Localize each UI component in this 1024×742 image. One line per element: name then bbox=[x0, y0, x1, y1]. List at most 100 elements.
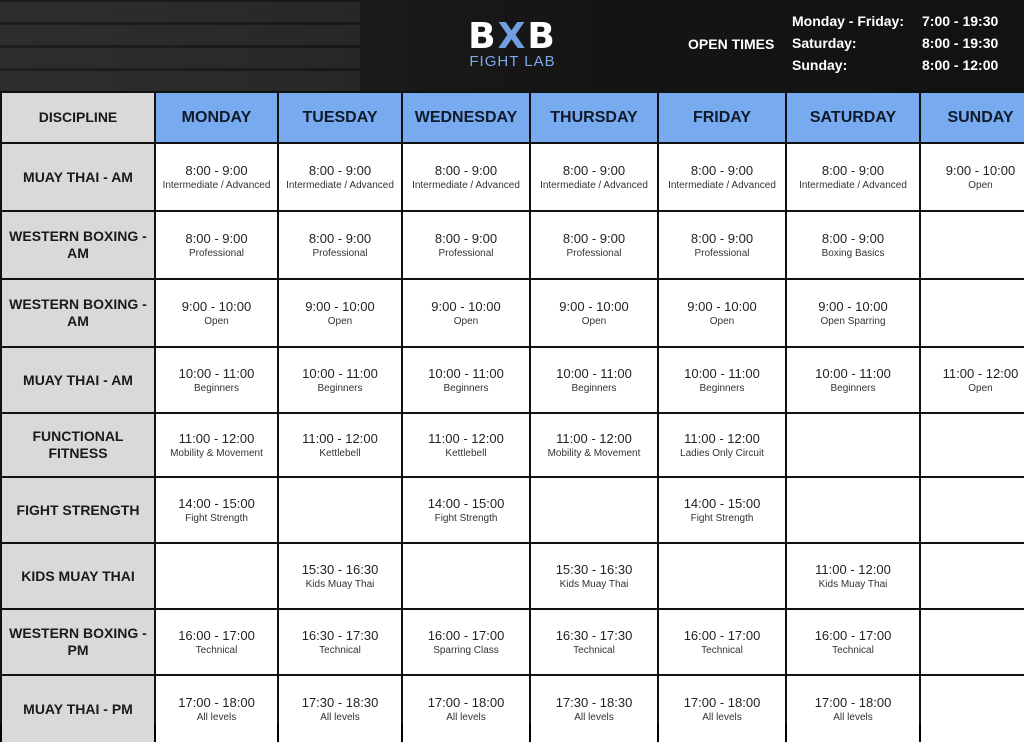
class-time: 10:00 - 11:00 bbox=[178, 365, 255, 381]
class-cell: 17:00 - 18:00 All levels bbox=[403, 676, 529, 742]
class-time: 8:00 - 9:00 bbox=[308, 230, 372, 246]
open-time-row: Monday - Friday: 7:00 - 19:30 bbox=[792, 10, 1020, 32]
class-level: All levels bbox=[320, 711, 360, 723]
discipline-label: FUNCTIONAL FITNESS bbox=[2, 414, 154, 476]
class-level: Fight Strength bbox=[434, 512, 498, 524]
class-cell: 17:00 - 18:00 All levels bbox=[156, 676, 277, 742]
empty-cell bbox=[921, 610, 1024, 674]
class-cell: 16:00 - 17:00 Technical bbox=[787, 610, 919, 674]
class-time: 16:00 - 17:00 bbox=[427, 627, 505, 643]
class-time: 10:00 - 11:00 bbox=[302, 365, 378, 381]
class-time: 11:00 - 12:00 bbox=[942, 365, 1019, 381]
class-time: 8:00 - 9:00 bbox=[185, 162, 248, 178]
class-time: 14:00 - 15:00 bbox=[178, 495, 255, 511]
class-cell: 9:00 - 10:00 Open bbox=[659, 280, 785, 346]
class-cell: 16:00 - 17:00 Technical bbox=[659, 610, 785, 674]
class-level: Open bbox=[968, 382, 993, 394]
class-cell: 10:00 - 11:00 Beginners bbox=[659, 348, 785, 412]
class-time: 10:00 - 11:00 bbox=[556, 365, 632, 381]
class-cell: 11:00 - 12:00 Open bbox=[921, 348, 1024, 412]
class-cell: 10:00 - 11:00 Beginners bbox=[531, 348, 657, 412]
open-day: Sunday: bbox=[792, 57, 848, 73]
class-cell: 11:00 - 12:00 Mobility & Movement bbox=[531, 414, 657, 476]
class-time: 16:00 - 17:00 bbox=[683, 627, 761, 643]
class-level: Fight Strength bbox=[185, 512, 248, 524]
class-cell: 15:30 - 16:30 Kids Muay Thai bbox=[531, 544, 657, 608]
class-cell: 17:00 - 18:00 All levels bbox=[659, 676, 785, 742]
open-time-row: Sunday: 8:00 - 12:00 bbox=[792, 54, 1020, 76]
class-time: 8:00 - 9:00 bbox=[185, 230, 248, 246]
discipline-label: MUAY THAI - PM bbox=[2, 676, 154, 742]
class-level: Intermediate / Advanced bbox=[412, 179, 520, 191]
class-level: Professional bbox=[566, 247, 622, 259]
class-time: 15:30 - 16:30 bbox=[555, 561, 633, 577]
class-cell: 11:00 - 12:00 Kettlebell bbox=[279, 414, 401, 476]
day-header-sunday: SUNDAY bbox=[921, 93, 1024, 142]
class-cell: 8:00 - 9:00 Professional bbox=[403, 212, 529, 278]
class-level: Intermediate / Advanced bbox=[162, 179, 271, 191]
class-level: Boxing Basics bbox=[821, 247, 885, 259]
class-level: Beginners bbox=[193, 382, 240, 394]
timetable: DISCIPLINE MONDAY TUESDAY WEDNESDAY THURSDA… bbox=[0, 91, 1024, 742]
class-time: 17:00 - 18:00 bbox=[427, 694, 505, 710]
discipline-label: WESTERN BOXING - AM bbox=[2, 280, 154, 346]
class-level: Technical bbox=[195, 644, 238, 656]
class-level: All levels bbox=[446, 711, 486, 723]
open-hours: 8:00 - 19:30 bbox=[922, 35, 999, 51]
discipline-label: MUAY THAI - AM bbox=[2, 348, 154, 412]
class-level: Open bbox=[581, 315, 607, 327]
class-cell: 10:00 - 11:00 Beginners bbox=[787, 348, 919, 412]
day-header-saturday: SATURDAY bbox=[787, 93, 919, 142]
brick-wall-background bbox=[0, 0, 360, 91]
empty-cell bbox=[921, 676, 1024, 742]
logo-main: BXB bbox=[468, 16, 557, 57]
class-cell: 8:00 - 9:00 Intermediate / Advanced bbox=[659, 144, 785, 210]
class-level: Professional bbox=[312, 247, 368, 259]
empty-cell bbox=[921, 544, 1024, 608]
class-level: Beginners bbox=[699, 382, 745, 394]
class-time: 16:30 - 17:30 bbox=[555, 627, 633, 643]
discipline-label: MUAY THAI - AM bbox=[2, 144, 154, 210]
class-time: 16:30 - 17:30 bbox=[301, 627, 379, 643]
class-cell: 15:30 - 16:30 Kids Muay Thai bbox=[279, 544, 401, 608]
class-level: Open bbox=[968, 179, 993, 191]
class-cell: 8:00 - 9:00 Intermediate / Advanced bbox=[787, 144, 919, 210]
day-header-thursday: THURSDAY bbox=[531, 93, 657, 142]
class-cell: 9:00 - 10:00 Open bbox=[156, 280, 277, 346]
empty-cell bbox=[531, 478, 657, 542]
class-cell: 8:00 - 9:00 Intermediate / Advanced bbox=[156, 144, 277, 210]
class-time: 11:00 - 12:00 bbox=[815, 561, 891, 577]
class-cell: 16:30 - 17:30 Technical bbox=[531, 610, 657, 674]
empty-cell bbox=[403, 544, 529, 608]
class-cell: 8:00 - 9:00 Intermediate / Advanced bbox=[279, 144, 401, 210]
class-time: 8:00 - 9:00 bbox=[308, 162, 372, 178]
class-cell: 14:00 - 15:00 Fight Strength bbox=[156, 478, 277, 542]
open-day: Saturday: bbox=[792, 35, 857, 51]
day-header-friday: FRIDAY bbox=[659, 93, 785, 142]
class-level: Beginners bbox=[571, 382, 617, 394]
open-time-row: Saturday: 8:00 - 19:30 bbox=[792, 32, 1020, 54]
class-level: Intermediate / Advanced bbox=[286, 179, 394, 191]
class-cell: 9:00 - 10:00 Open Sparring bbox=[787, 280, 919, 346]
discipline-label: WESTERN BOXING - PM bbox=[2, 610, 154, 674]
empty-cell bbox=[921, 280, 1024, 346]
class-cell: 8:00 - 9:00 Intermediate / Advanced bbox=[531, 144, 657, 210]
class-level: Kids Muay Thai bbox=[559, 578, 629, 590]
class-cell: 11:00 - 12:00 Kids Muay Thai bbox=[787, 544, 919, 608]
empty-cell bbox=[659, 544, 785, 608]
class-time: 9:00 - 10:00 bbox=[431, 298, 501, 314]
day-header-tuesday: TUESDAY bbox=[279, 93, 401, 142]
class-level: Open bbox=[709, 315, 735, 327]
empty-cell bbox=[787, 414, 919, 476]
logo: BXB FIGHT LAB bbox=[455, 16, 570, 70]
class-level: Professional bbox=[188, 247, 245, 259]
class-level: Technical bbox=[832, 644, 874, 656]
class-level: Kids Muay Thai bbox=[818, 578, 888, 590]
class-time: 8:00 - 9:00 bbox=[434, 230, 498, 246]
class-time: 14:00 - 15:00 bbox=[683, 495, 761, 511]
day-header-wednesday: WEDNESDAY bbox=[403, 93, 529, 142]
class-time: 17:00 - 18:00 bbox=[814, 694, 892, 710]
class-level: Mobility & Movement bbox=[547, 447, 641, 459]
empty-cell bbox=[787, 478, 919, 542]
class-time: 8:00 - 9:00 bbox=[821, 162, 885, 178]
